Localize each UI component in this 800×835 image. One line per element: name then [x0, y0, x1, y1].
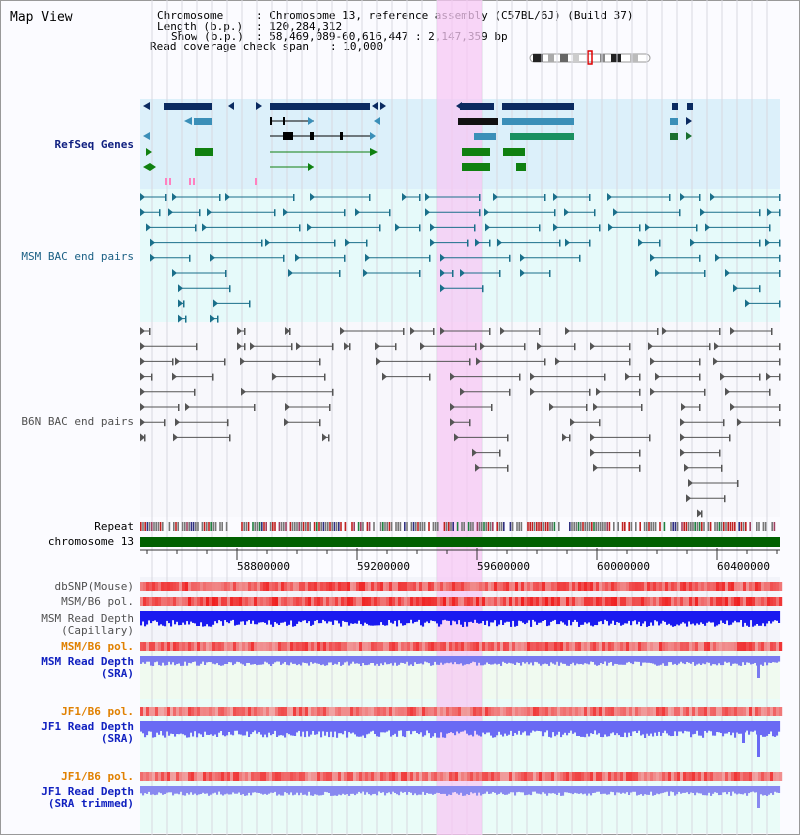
track-label-jf1-depth-sra: JF1 Read Depth (SRA): [41, 720, 134, 745]
length-label: Length (b.p.): [157, 20, 244, 33]
msm-bac-pairs[interactable]: [140, 193, 781, 323]
axis-tick-label: 60400000: [717, 560, 770, 573]
show-label: Show (b.p.): [171, 30, 244, 43]
track-label-b6n-bac[interactable]: B6N BAC end pairs: [21, 415, 134, 428]
axis-tick-label: 58800000: [237, 560, 290, 573]
chromosome-label: Chromosome: [157, 9, 224, 22]
b6n-bac-pairs[interactable]: [140, 327, 781, 518]
repeat-track: [140, 522, 776, 531]
track-label-msm-depth-sra: MSM Read Depth (SRA): [41, 655, 134, 680]
length-value: : 120,284,312: [256, 20, 343, 33]
heatmap-tracks: [140, 582, 783, 781]
track-label-refseq[interactable]: RefSeq Genes: [54, 138, 134, 151]
track-label-dbsnp: dbSNP(Mouse): [54, 580, 134, 593]
coordinate-axis: 58800000 59200000 59600000 60000000 6040…: [140, 548, 780, 573]
refseq-genes[interactable]: [143, 102, 693, 185]
axis-tick-label: 59200000: [357, 560, 410, 573]
track-label-repeat: Repeat: [94, 520, 134, 533]
track-label-msm-b6-pol-1: MSM/B6 pol.: [61, 595, 134, 608]
read-depth-tracks: [140, 611, 781, 808]
axis-tick-label: 59600000: [477, 560, 530, 573]
track-label-chromosome: chromosome 13: [47, 535, 134, 548]
track-label-jf1-b6-pol-1: JF1/B6 pol.: [61, 705, 134, 718]
track-label-msm-b6-pol-2: MSM/B6 pol.: [61, 640, 134, 653]
coverage-label: Read coverage check span: [150, 40, 309, 53]
page-title: Map View: [10, 10, 73, 25]
axis-tick-label: 60000000: [597, 560, 650, 573]
track-label-jf1-b6-pol-2: JF1/B6 pol.: [61, 770, 134, 783]
track-label-msm-bac[interactable]: MSM BAC end pairs: [21, 250, 134, 263]
chromosome-bar: [140, 537, 780, 547]
track-label-msm-depth-capillary: MSM Read Depth (Capillary): [41, 612, 134, 637]
track-label-jf1-depth-trimmed: JF1 Read Depth (SRA trimmed): [41, 785, 134, 810]
coverage-value: : 10,000: [330, 40, 383, 53]
